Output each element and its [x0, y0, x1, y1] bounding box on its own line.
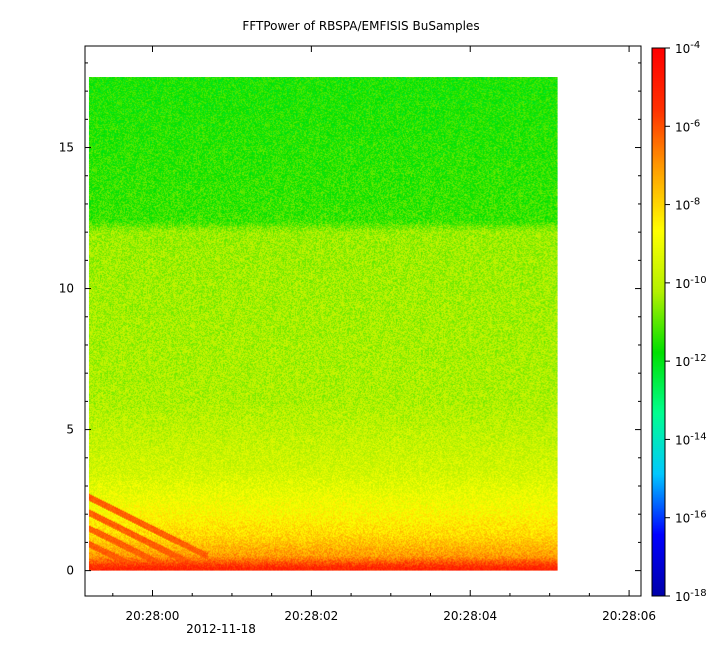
y-tick-label: 0	[66, 564, 74, 578]
x-tick-label: 20:28:02	[284, 609, 338, 623]
colorbar-tick-label: 10-4	[675, 40, 700, 56]
x-date-label: 2012-11-18	[186, 622, 256, 636]
y-tick-label: 5	[66, 423, 74, 437]
colorbar-tick-label: 10-8	[675, 197, 700, 213]
x-tick-label: 20:28:06	[602, 609, 656, 623]
colorbar-frame	[651, 47, 666, 597]
colorbar-tick-label: 10-18	[675, 588, 707, 604]
x-tick-label: 20:28:04	[443, 609, 497, 623]
spectrogram-image	[88, 77, 558, 571]
x-axis: 20:28:00 20:28:02 20:28:04 20:28:06	[112, 46, 656, 623]
y-tick-label: 15	[59, 141, 74, 155]
colorbar-tick-label: 10-10	[675, 275, 707, 291]
y-tick-label: 10	[59, 282, 74, 296]
colorbar-tick-label: 10-16	[675, 510, 707, 526]
colorbar-tick-label: 10-12	[675, 353, 707, 369]
x-tick-label: 20:28:00	[126, 609, 180, 623]
colorbar-tick-label: 10-6	[675, 118, 700, 134]
colorbar-tick-label: 10-14	[675, 431, 707, 447]
colorbar-axis: 10-4 10-6 10-8 10-10 10-12 10-14 10-16 10-18	[665, 40, 707, 604]
colorbar	[652, 48, 665, 596]
y-axis: 0 5 10 15	[59, 62, 641, 578]
chart-title: FFTPower of RBSPA/EMFISIS BuSamples	[242, 19, 479, 33]
